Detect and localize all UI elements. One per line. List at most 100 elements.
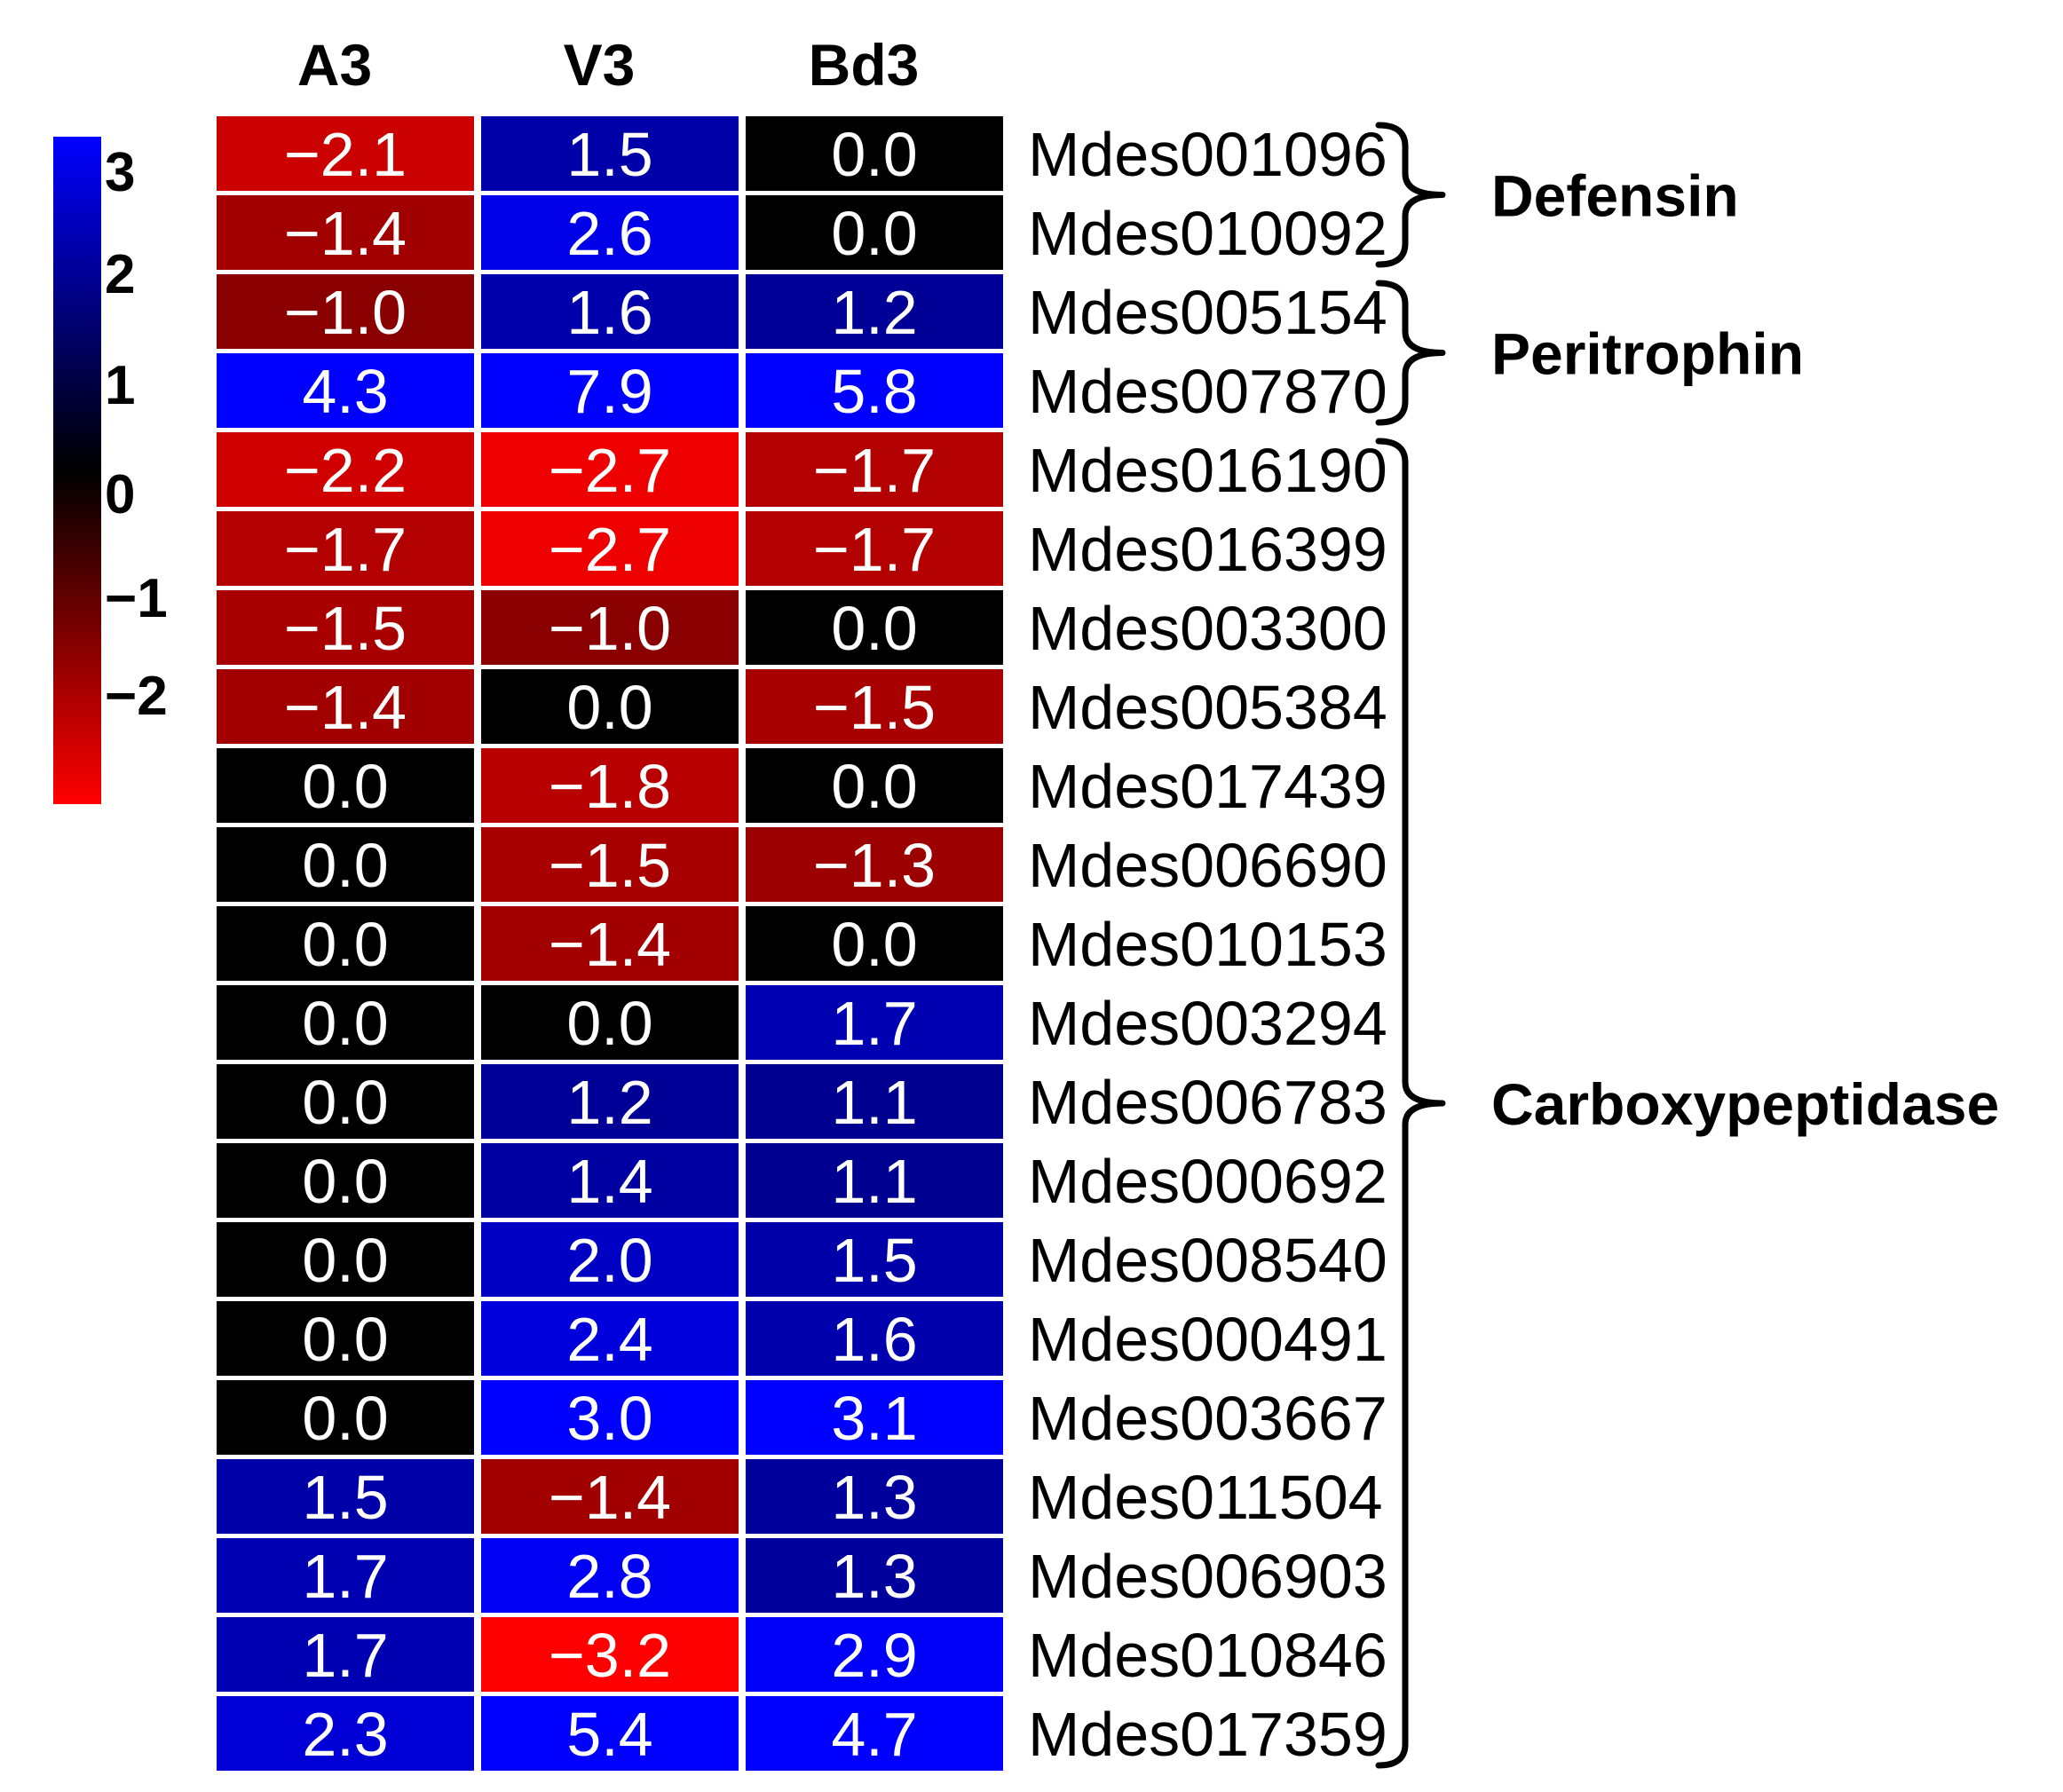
cell-value: 1.2 [831, 278, 917, 347]
cell-value: 2.9 [831, 1621, 917, 1690]
heatmap-cell [746, 669, 1003, 744]
cell-value: 1.5 [566, 120, 652, 189]
cell-value: 1.3 [831, 1542, 917, 1611]
gene-label: Mdes005384 [1028, 673, 1387, 742]
cell-value: 0.0 [302, 989, 388, 1058]
cell-value: −1.7 [284, 515, 407, 584]
heatmap-cell [481, 432, 739, 507]
cell-value: 0.0 [302, 910, 388, 979]
cell-value: 3.1 [831, 1384, 917, 1453]
heatmap-cell [746, 1459, 1003, 1534]
cell-value: 0.0 [302, 831, 388, 900]
heatmap-cell [746, 1301, 1003, 1376]
cell-value: −1.0 [284, 278, 407, 347]
gene-label: Mdes003667 [1028, 1384, 1387, 1453]
cell-value: 0.0 [566, 989, 652, 1058]
heatmap-cell [481, 748, 739, 823]
heatmap-cell [746, 1143, 1003, 1218]
heatmap-cell [746, 116, 1003, 191]
heatmap-cell [746, 906, 1003, 981]
group-label-peritrophin: Peritrophin [1491, 321, 1804, 387]
heatmap-cell [217, 669, 474, 744]
heatmap-cell [217, 432, 474, 507]
cell-value: −1.7 [813, 515, 936, 584]
cell-value: 5.4 [566, 1700, 652, 1769]
heatmap-cell [481, 1617, 739, 1692]
heatmap-cell [746, 511, 1003, 586]
gene-label: Mdes006903 [1028, 1542, 1387, 1611]
cell-value: 0.0 [831, 594, 917, 663]
heatmap-cell [217, 1459, 474, 1534]
cell-value: 0.0 [831, 199, 917, 268]
heatmap-cell [217, 1222, 474, 1297]
gene-groups: Defensin Peritrophin Carboxypeptidase [1375, 122, 1999, 1769]
cell-value: 2.3 [302, 1700, 388, 1769]
gene-label: Mdes010153 [1028, 910, 1387, 979]
gene-label: Mdes008540 [1028, 1226, 1387, 1295]
heatmap-cell [481, 1459, 739, 1534]
heatmap-cell [746, 1696, 1003, 1771]
cell-value: −1.7 [813, 436, 936, 505]
heatmap-cell [746, 195, 1003, 270]
heatmap-cell [217, 827, 474, 902]
heatmap-cell [746, 748, 1003, 823]
heatmap-cell [746, 590, 1003, 665]
cell-value: 4.3 [302, 357, 388, 426]
cell-value: 0.0 [302, 1147, 388, 1216]
cell-value: 1.1 [831, 1147, 917, 1216]
cell-value: 1.7 [302, 1621, 388, 1690]
cell-value: −2.2 [284, 436, 407, 505]
heatmap-cell [217, 1380, 474, 1455]
cell-value: −1.4 [284, 199, 407, 268]
cell-value: 1.7 [831, 989, 917, 1058]
gene-label: Mdes000491 [1028, 1305, 1387, 1374]
colorbar-tick-label: 2 [105, 244, 135, 305]
colorbar-tick-label: 1 [105, 355, 135, 416]
heatmap-cell [481, 1143, 739, 1218]
colorbar-tick-label: −2 [105, 666, 168, 727]
gene-label: Mdes006783 [1028, 1068, 1387, 1137]
heatmap-cell [481, 195, 739, 270]
cell-value: −3.2 [549, 1621, 671, 1690]
heatmap-cells: −2.1 1.5 0.0 −1.4 2.6 0.0 −1.0 1.6 1.2 4.3 7.9 5.8 −… [217, 116, 1003, 1771]
colorbar [53, 137, 101, 804]
cell-value: 1.1 [831, 1068, 917, 1137]
heatmap-cell [481, 1222, 739, 1297]
heatmap-cell [481, 1538, 739, 1613]
heatmap-cell [746, 432, 1003, 507]
cell-value: 0.0 [302, 1226, 388, 1295]
heatmap-cell [217, 1617, 474, 1692]
column-label-bd3: Bd3 [809, 32, 920, 98]
heatmap-cell [217, 353, 474, 428]
heatmap-cell [746, 827, 1003, 902]
cell-value: −2.7 [549, 436, 671, 505]
group-brace-defensin [1375, 122, 1446, 268]
gene-label: Mdes005154 [1028, 278, 1387, 347]
gene-label: Mdes010092 [1028, 199, 1387, 268]
group-label-defensin: Defensin [1491, 163, 1739, 229]
cell-value: −2.7 [549, 515, 671, 584]
cell-value: 7.9 [566, 357, 652, 426]
heatmap-cell [481, 985, 739, 1060]
cell-value: 5.8 [831, 357, 917, 426]
cell-value: 0.0 [302, 752, 388, 821]
heatmap-cell [217, 748, 474, 823]
cell-value: 0.0 [831, 752, 917, 821]
cell-value: 0.0 [302, 1384, 388, 1453]
gene-label: Mdes000692 [1028, 1147, 1387, 1216]
heatmap-cell [746, 985, 1003, 1060]
colorbar-tick-label: 3 [105, 142, 135, 203]
heatmap-cell [481, 827, 739, 902]
colorbar-ticks: 3 2 1 0 −1 −2 [105, 142, 168, 727]
cell-value: 2.6 [566, 199, 652, 268]
cell-value: 2.4 [566, 1305, 652, 1374]
heatmap-cell [217, 906, 474, 981]
colorbar-tick-label: −1 [105, 568, 168, 629]
column-label-v3: V3 [564, 32, 636, 98]
cell-value: −1.5 [284, 594, 407, 663]
group-brace-carboxypeptidase [1375, 438, 1446, 1769]
cell-value: 0.0 [566, 673, 652, 742]
cell-value: 1.7 [302, 1542, 388, 1611]
heatmap-cell [481, 669, 739, 744]
gene-label: Mdes017359 [1028, 1700, 1387, 1769]
